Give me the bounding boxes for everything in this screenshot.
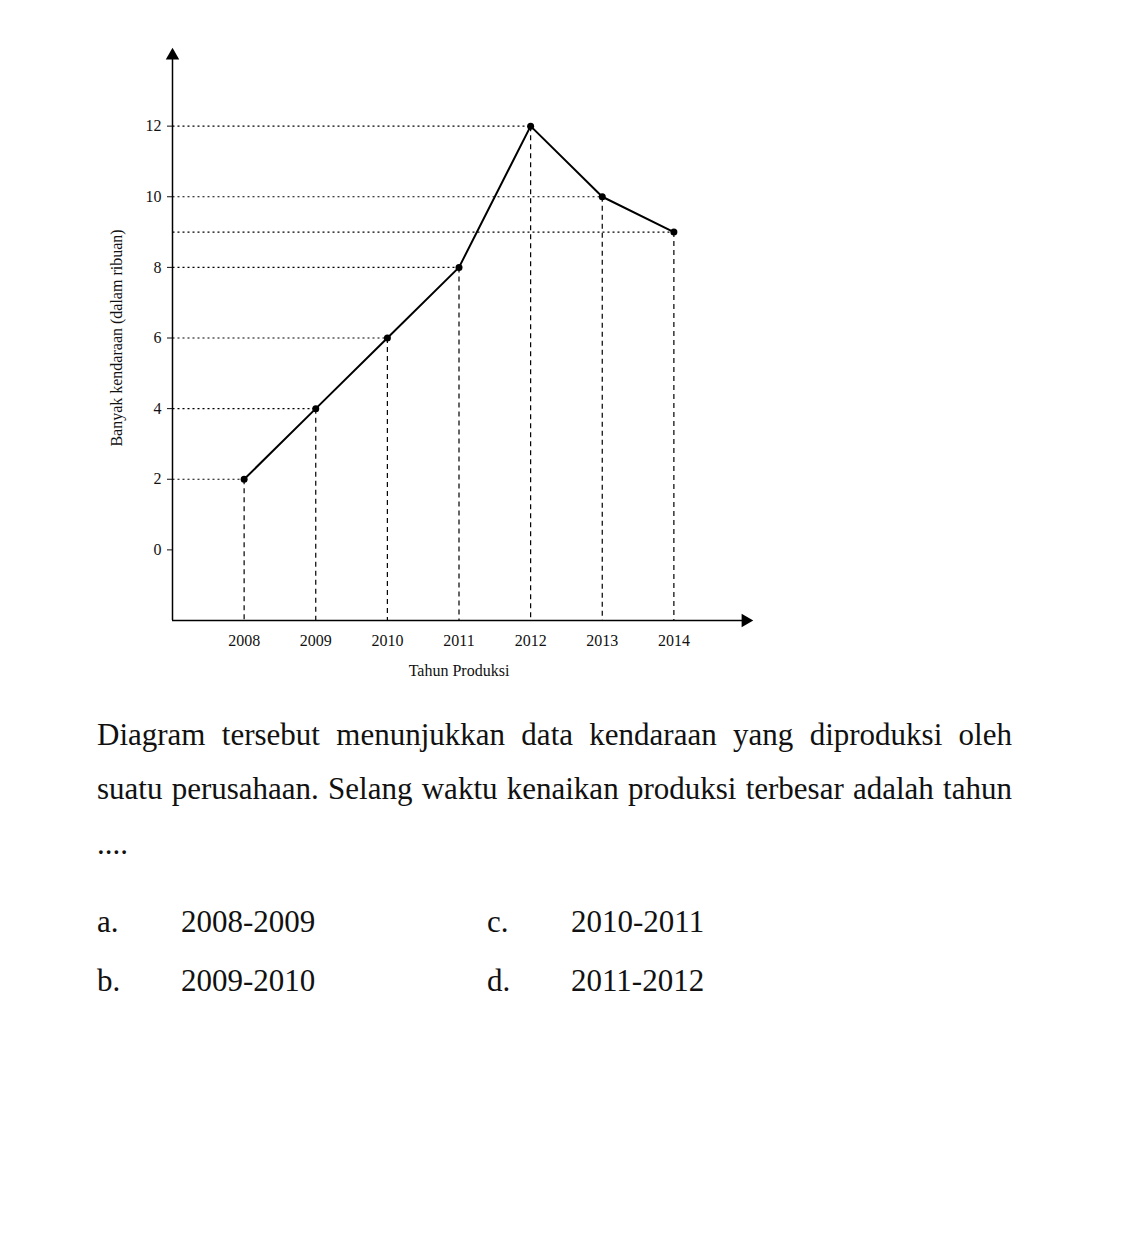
svg-text:4: 4 bbox=[154, 400, 162, 417]
html-text:a.: a. bbox=[97, 903, 119, 939]
svg-text:2009: 2009 bbox=[300, 632, 332, 649]
svg-text:6: 6 bbox=[154, 329, 162, 346]
html-text:d.: d. bbox=[487, 962, 511, 998]
html-text:2010-2011: 2010-2011 bbox=[571, 903, 705, 939]
svg-text:2: 2 bbox=[154, 470, 162, 487]
svg-text:2011: 2011 bbox=[443, 632, 474, 649]
html-text:c.: c. bbox=[487, 903, 509, 939]
svg-text:8: 8 bbox=[154, 258, 162, 275]
svg-text:2010: 2010 bbox=[371, 632, 403, 649]
svg-text:2008: 2008 bbox=[228, 632, 260, 649]
svg-text:2014: 2014 bbox=[658, 632, 690, 649]
svg-text:2012: 2012 bbox=[515, 632, 547, 649]
html-text:2009-2010: 2009-2010 bbox=[181, 962, 316, 998]
html-text:2008-2009: 2008-2009 bbox=[181, 903, 316, 939]
html-text:Diagram tersebut menunjukkan d: Diagram tersebut menunjukkan data kendar… bbox=[97, 717, 1012, 861]
svg-text:2013: 2013 bbox=[586, 632, 618, 649]
html-text:b.: b. bbox=[97, 962, 121, 998]
svg-text:12: 12 bbox=[146, 117, 162, 134]
svg-text:10: 10 bbox=[146, 188, 162, 205]
svg-text:0: 0 bbox=[154, 541, 162, 558]
html-text:2011-2012: 2011-2012 bbox=[571, 962, 705, 998]
svg-text:Banyak kendaraan (dalam ribuan: Banyak kendaraan (dalam ribuan) bbox=[108, 229, 126, 446]
svg-text:Tahun Produksi: Tahun Produksi bbox=[409, 662, 510, 679]
